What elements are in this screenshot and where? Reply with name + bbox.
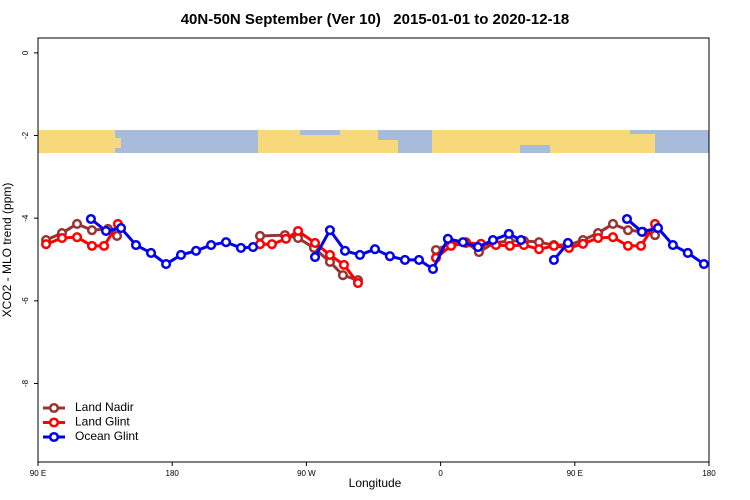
point xyxy=(86,225,98,236)
point xyxy=(324,225,336,236)
point xyxy=(636,226,647,237)
point xyxy=(161,259,172,270)
x-tick-label: 180 xyxy=(702,469,716,478)
legend-marker xyxy=(48,431,60,443)
point xyxy=(116,223,127,234)
point xyxy=(399,254,411,265)
point xyxy=(111,230,123,241)
point xyxy=(337,270,348,281)
point xyxy=(191,245,202,256)
point xyxy=(430,244,442,256)
point xyxy=(504,240,515,251)
point xyxy=(86,240,98,251)
point xyxy=(100,225,112,237)
point xyxy=(427,263,439,275)
x-tick-label: 90 E xyxy=(567,469,583,478)
legend-marker xyxy=(48,402,60,414)
legend-label: Ocean Glint xyxy=(75,429,139,443)
point xyxy=(220,237,232,248)
y-tick-label: 0 xyxy=(21,50,30,55)
point xyxy=(309,251,321,263)
point xyxy=(99,240,110,251)
x-tick-label: 90 E xyxy=(30,469,46,478)
point xyxy=(515,235,527,246)
point xyxy=(72,232,83,243)
point xyxy=(254,230,266,241)
point xyxy=(682,247,693,258)
point xyxy=(266,239,278,250)
legend-marker xyxy=(48,417,60,428)
x-tick-label: 180 xyxy=(166,469,180,478)
point xyxy=(130,239,142,251)
point xyxy=(562,237,573,249)
point xyxy=(247,242,259,253)
point xyxy=(622,240,634,251)
point xyxy=(384,251,395,262)
legend-label: Land Nadir xyxy=(75,400,134,414)
point xyxy=(503,228,514,239)
y-axis-label: XCO2 - MLO trend (ppm) xyxy=(0,183,14,318)
x-axis-label: Longitude xyxy=(349,476,402,490)
point xyxy=(41,239,52,250)
point xyxy=(667,239,678,251)
point xyxy=(548,240,559,251)
point xyxy=(635,240,647,251)
point xyxy=(292,225,304,237)
point xyxy=(324,249,336,261)
plot-frame xyxy=(37,37,710,463)
point xyxy=(85,213,96,225)
point xyxy=(338,259,350,270)
point xyxy=(235,242,246,253)
point xyxy=(413,254,425,265)
point xyxy=(622,225,634,236)
point xyxy=(175,249,187,261)
point xyxy=(457,237,469,248)
point xyxy=(593,232,604,244)
point xyxy=(352,278,364,289)
point xyxy=(369,244,381,255)
point xyxy=(472,242,484,253)
y-tick-label: -2 xyxy=(21,131,30,139)
point xyxy=(145,247,157,258)
x-tick-label: 0 xyxy=(438,469,443,478)
point xyxy=(309,237,321,249)
point xyxy=(577,238,589,249)
point xyxy=(621,213,633,225)
point xyxy=(698,259,709,270)
point xyxy=(607,232,619,243)
y-tick-label: -8 xyxy=(21,379,30,387)
map-band xyxy=(38,130,709,153)
point xyxy=(533,244,545,255)
point xyxy=(354,249,365,261)
point xyxy=(607,218,619,230)
chart-title: 40N-50N September (Ver 10) 2015-01-01 to… xyxy=(181,11,570,28)
y-tick-label: -6 xyxy=(21,297,30,305)
point xyxy=(652,223,664,234)
point xyxy=(548,254,559,265)
point xyxy=(280,233,292,244)
point xyxy=(339,245,351,256)
y-tick-label: -4 xyxy=(21,214,30,222)
legend-label: Land Glint xyxy=(75,415,130,429)
point xyxy=(487,235,498,246)
x-tick-label: 90 W xyxy=(297,469,316,478)
point xyxy=(56,232,68,244)
point xyxy=(442,233,453,244)
point xyxy=(72,218,83,230)
point xyxy=(206,239,217,251)
